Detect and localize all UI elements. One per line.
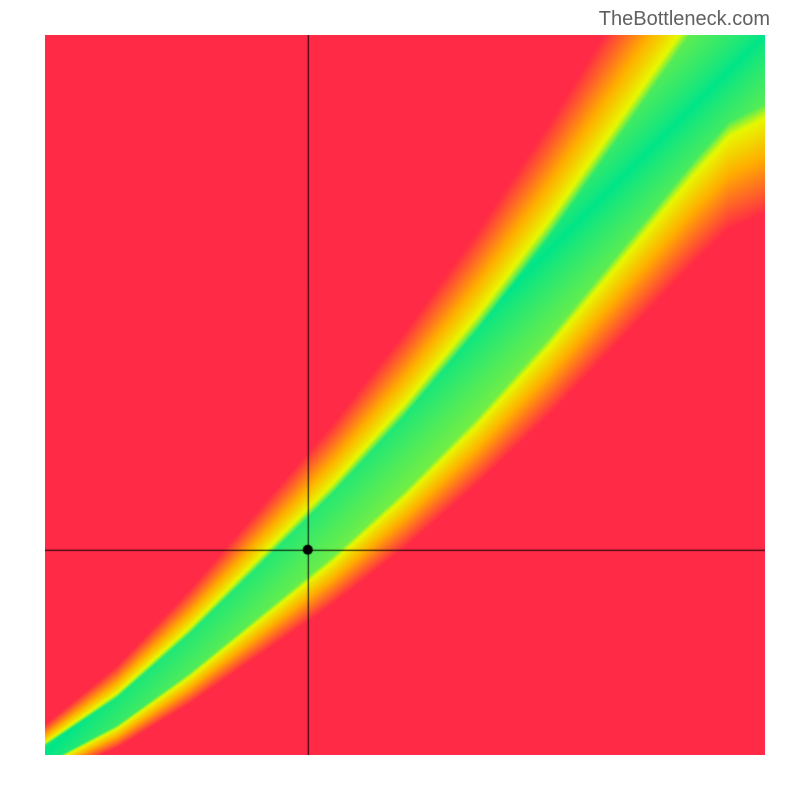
watermark-text: TheBottleneck.com: [599, 8, 770, 31]
heatmap-canvas: [45, 35, 765, 755]
bottleneck-heatmap: [45, 35, 765, 755]
